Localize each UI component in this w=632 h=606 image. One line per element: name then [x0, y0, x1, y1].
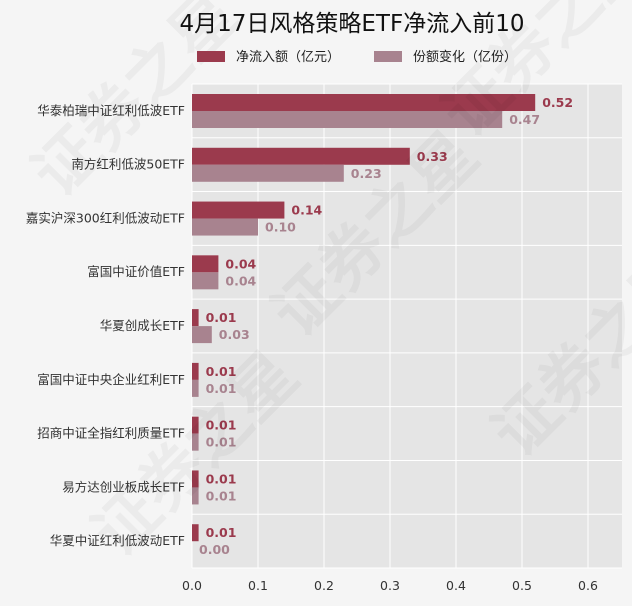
- bar-share-change: [192, 164, 344, 182]
- value-label-net-inflow: 0.01: [206, 310, 237, 325]
- bar-share-change: [192, 272, 219, 290]
- value-label-share-change: 0.01: [206, 435, 237, 450]
- bar-share-change: [192, 111, 503, 128]
- value-label-share-change: 0.04: [225, 273, 256, 288]
- x-tick-label: 0.0: [182, 578, 202, 593]
- bar-net-inflow: [192, 470, 199, 488]
- category-label: 华泰柏瑞中证红利低波ETF: [37, 103, 185, 118]
- bar-net-inflow: [192, 94, 536, 111]
- value-label-share-change: 0.23: [351, 166, 382, 181]
- x-tick-label: 0.1: [248, 578, 268, 593]
- legend-swatch-share-change: [374, 51, 402, 62]
- value-label-net-inflow: 0.01: [206, 471, 237, 486]
- bar-net-inflow: [192, 201, 285, 219]
- value-label-net-inflow: 0.52: [542, 95, 573, 110]
- bars: [192, 94, 536, 542]
- value-label-net-inflow: 0.01: [206, 525, 237, 540]
- bar-share-change: [192, 218, 258, 236]
- value-label-net-inflow: 0.01: [206, 364, 237, 379]
- value-label-net-inflow: 0.04: [225, 256, 256, 271]
- bar-share-change: [192, 433, 199, 451]
- value-label-net-inflow: 0.14: [291, 203, 322, 218]
- bar-net-inflow: [192, 362, 199, 380]
- category-label: 华夏创成长ETF: [100, 318, 185, 333]
- x-tick-label: 0.5: [512, 578, 532, 593]
- legend-label-net-inflow: 净流入额（亿元）: [236, 50, 340, 65]
- legend-swatch-net-inflow: [197, 51, 225, 62]
- chart-title: 4月17日风格策略ETF净流入前10: [180, 11, 525, 37]
- category-label: 富国中证价值ETF: [87, 264, 185, 279]
- category-label: 嘉实沪深300红利低波动ETF: [26, 210, 185, 225]
- bar-share-change: [192, 326, 212, 344]
- value-label-net-inflow: 0.33: [417, 149, 448, 164]
- bar-net-inflow: [192, 309, 199, 327]
- bar-net-inflow: [192, 416, 199, 434]
- value-label-share-change: 0.10: [265, 220, 296, 235]
- bar-share-change: [192, 487, 199, 505]
- bar-net-inflow: [192, 147, 410, 165]
- x-tick-label: 0.3: [380, 578, 400, 593]
- legend-label-share-change: 份额变化（亿份）: [413, 49, 517, 65]
- value-label-share-change: 0.03: [219, 327, 250, 342]
- bar-share-change: [192, 379, 199, 397]
- x-tick-label: 0.2: [314, 578, 334, 593]
- legend: 净流入额（亿元） 份额变化（亿份）: [197, 49, 517, 65]
- category-label: 招商中证全指红利质量ETF: [37, 426, 185, 441]
- category-label: 华夏中证红利低波动ETF: [50, 533, 185, 548]
- value-label-share-change: 0.47: [509, 112, 540, 127]
- category-label: 富国中证中央企业红利ETF: [37, 372, 185, 387]
- value-label-share-change: 0.01: [206, 381, 237, 396]
- bar-net-inflow: [192, 524, 199, 542]
- bar-net-inflow: [192, 255, 219, 273]
- value-label-share-change: 0.00: [199, 542, 230, 557]
- category-label: 易方达创业板成长ETF: [62, 479, 185, 494]
- value-label-net-inflow: 0.01: [206, 418, 237, 433]
- value-label-share-change: 0.01: [206, 488, 237, 503]
- x-tick-label: 0.4: [446, 578, 466, 593]
- category-label: 南方红利低波50ETF: [71, 157, 185, 172]
- x-tick-label: 0.6: [578, 578, 598, 593]
- labels: 0.0 0.1 0.2 0.3 0.4 0.5 0.6华泰柏瑞中证红利低波ETF0.520.…: [26, 95, 598, 593]
